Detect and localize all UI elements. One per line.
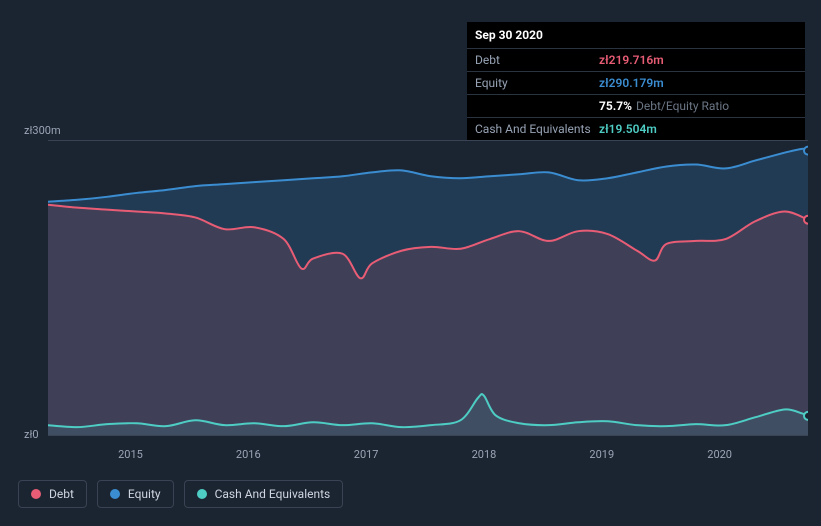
legend-swatch: [197, 489, 207, 499]
tooltip-date: Sep 30 2020: [467, 22, 805, 49]
tooltip-row-cash: Cash And Equivalents zł19.504m: [467, 118, 805, 140]
endpoint-marker-cash: [804, 412, 808, 420]
chart-svg: [48, 140, 808, 436]
chart-container: Sep 30 2020 Debt zł219.716m Equity zł290…: [0, 0, 821, 526]
y-axis-bottom-label: zł0: [24, 428, 39, 441]
tooltip-value: zł219.716m: [599, 53, 664, 67]
legend-item-cash[interactable]: Cash And Equivalents: [184, 480, 344, 508]
tooltip-ratio-label: Debt/Equity Ratio: [636, 99, 729, 113]
tooltip-label: [475, 99, 599, 113]
legend-item-equity[interactable]: Equity: [97, 480, 174, 508]
tooltip-panel: Sep 30 2020 Debt zł219.716m Equity zł290…: [467, 22, 805, 140]
tooltip-ratio-pct: 75.7%: [599, 99, 632, 113]
x-axis-tick: 2017: [354, 448, 379, 461]
legend-item-debt[interactable]: Debt: [18, 480, 87, 508]
tooltip-label: Debt: [475, 53, 599, 67]
endpoint-marker-debt: [804, 216, 808, 224]
endpoint-marker-equity: [804, 147, 808, 155]
tooltip-value: zł290.179m: [599, 76, 664, 90]
legend-swatch: [110, 489, 120, 499]
x-axis-tick: 2020: [707, 448, 732, 461]
legend-label: Equity: [128, 487, 161, 501]
tooltip-value: zł19.504m: [599, 122, 657, 136]
x-axis-tick: 2015: [118, 448, 143, 461]
x-axis-tick: 2019: [589, 448, 614, 461]
legend: Debt Equity Cash And Equivalents: [18, 480, 343, 508]
tooltip-label: Equity: [475, 76, 599, 90]
y-axis-top-label: zł300m: [24, 124, 61, 137]
tooltip-row-ratio: 75.7% Debt/Equity Ratio: [467, 95, 805, 118]
tooltip-ratio: 75.7% Debt/Equity Ratio: [599, 99, 729, 113]
tooltip-row-debt: Debt zł219.716m: [467, 49, 805, 72]
legend-label: Debt: [49, 487, 74, 501]
tooltip-label: Cash And Equivalents: [475, 122, 599, 136]
legend-label: Cash And Equivalents: [215, 487, 331, 501]
x-axis-tick: 2016: [236, 448, 261, 461]
legend-swatch: [31, 489, 41, 499]
x-axis-tick: 2018: [472, 448, 497, 461]
tooltip-row-equity: Equity zł290.179m: [467, 72, 805, 95]
